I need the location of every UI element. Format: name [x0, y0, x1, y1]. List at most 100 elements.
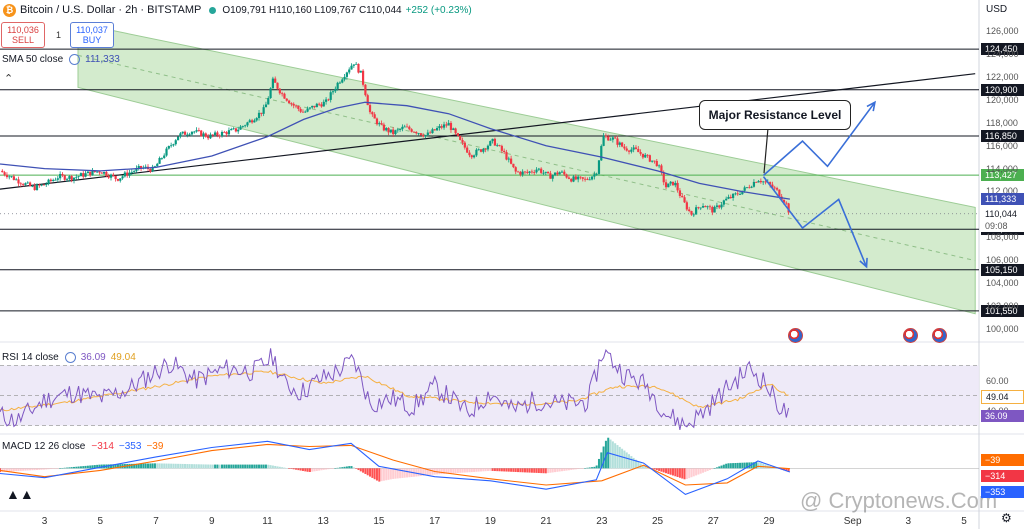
macd-histogram-bar [91, 465, 94, 469]
sell-button[interactable]: 110,036 SELL [1, 22, 45, 48]
candle-body [699, 207, 702, 209]
current-price-tag[interactable]: 111,333 [981, 193, 1024, 206]
candle-body [255, 118, 258, 121]
macd-histogram-bar [669, 468, 672, 475]
candle-body [431, 129, 434, 134]
candle-body [42, 184, 46, 186]
candle-body [512, 163, 515, 168]
candle-body [237, 129, 240, 132]
candle-body [107, 175, 110, 178]
candle-body [292, 103, 295, 106]
us-flag-event-icon[interactable] [932, 328, 947, 343]
macd-histogram-bar [600, 452, 603, 469]
candle-body [394, 130, 397, 135]
macd-histogram-bar [45, 468, 48, 470]
candle-body [96, 171, 99, 173]
candle-body [322, 101, 325, 107]
candle-body [274, 78, 277, 83]
candle-body [454, 128, 457, 134]
macd-histogram-bar [271, 465, 274, 469]
macd-histogram-bar [625, 452, 628, 469]
level-price-tag: 116,850 [981, 130, 1024, 142]
macd-histogram-bar [528, 468, 531, 473]
macd-histogram-bar [618, 446, 621, 469]
settings-gear-icon[interactable]: ⚙ [1001, 511, 1012, 525]
macd-legend[interactable]: MACD 12 26 close −314 −353 −39 [2, 441, 163, 452]
macd-histogram-bar [362, 468, 365, 473]
macd-histogram-bar [706, 468, 709, 471]
macd-histogram-bar [755, 462, 758, 469]
candle-body [653, 160, 656, 162]
symbol-title[interactable]: Bitcoin / U.S. Dollar · 2h · BITSTAMP [20, 4, 202, 16]
candle-body [560, 171, 564, 173]
macd-histogram-bar [216, 464, 219, 469]
macd-histogram-bar [560, 468, 563, 472]
collapse-legend-icon[interactable]: ⌃ [4, 73, 14, 85]
macd-histogram-bar [674, 468, 677, 477]
macd-histogram-bar [82, 466, 85, 469]
macd-histogram-bar [59, 468, 62, 469]
candle-body [49, 179, 52, 181]
candle-body [625, 148, 628, 151]
sell-price: 110,036 [7, 25, 39, 35]
macd-histogram-bar [75, 466, 78, 469]
macd-histogram-bar [542, 468, 545, 474]
candle-body [401, 126, 404, 130]
macd-histogram-bar [454, 468, 457, 474]
candle-body [262, 107, 265, 114]
candle-body [466, 147, 469, 153]
candle-body [378, 123, 381, 125]
candle-body [424, 135, 427, 137]
macd-histogram-bar [281, 467, 284, 469]
candle-body [627, 150, 631, 152]
rsi-legend[interactable]: RSI 14 close 36.09 49.04 [2, 352, 136, 363]
candle-body [352, 64, 355, 66]
candle-body [734, 193, 737, 195]
candle-body [484, 148, 487, 150]
candle-body [514, 167, 517, 172]
candle-body [38, 184, 41, 186]
candle-body [775, 188, 779, 190]
macd-histogram-bar [424, 468, 427, 476]
candle-body [304, 111, 307, 113]
candle-body [417, 133, 420, 134]
current-price-tag[interactable]: 110,044 09:08 [981, 207, 1024, 232]
indicator-settings-icon[interactable] [69, 54, 81, 65]
macd-histogram-bar [572, 468, 575, 470]
quantity-value[interactable]: 1 [56, 30, 62, 40]
macd-histogram-bar [248, 464, 251, 469]
macd-histogram-bar [634, 459, 637, 469]
candle-body [616, 138, 619, 145]
candle-body [447, 122, 450, 126]
macd-histogram-bar [3, 468, 6, 472]
buy-button[interactable]: 110,037 BUY [70, 22, 114, 48]
candle-body [239, 126, 242, 130]
currency-label[interactable]: USD [986, 4, 1008, 15]
sma-legend[interactable]: SMA 50 close 111,333 [2, 54, 120, 65]
projection-arrowhead [859, 257, 868, 269]
candle-body [440, 126, 443, 128]
us-flag-event-icon[interactable] [788, 328, 803, 343]
callout-pointer [763, 127, 769, 174]
macd-histogram-bar [98, 464, 101, 469]
macd-histogram-bar [519, 468, 522, 473]
macd-histogram-bar [26, 468, 29, 471]
macd-histogram-bar [227, 464, 230, 469]
macd-histogram-bar [42, 468, 45, 470]
candle-body [241, 125, 244, 127]
macd-histogram-bar [96, 464, 99, 469]
candle-body [614, 137, 617, 139]
macd-histogram-bar [523, 468, 526, 473]
macd-histogram-bar [577, 468, 580, 470]
macd-histogram-bar [221, 464, 224, 469]
macd-histogram-bar [500, 468, 503, 472]
candle-body [135, 168, 138, 172]
descending-channel [77, 22, 976, 315]
macd-histogram-bar [392, 468, 395, 479]
rsi-settings-icon[interactable] [64, 352, 76, 363]
candle-body [618, 142, 621, 145]
sma-value: 111,333 [85, 54, 120, 65]
us-flag-event-icon[interactable] [903, 328, 918, 343]
macd-histogram-bar [110, 464, 113, 469]
candle-body [542, 172, 545, 174]
